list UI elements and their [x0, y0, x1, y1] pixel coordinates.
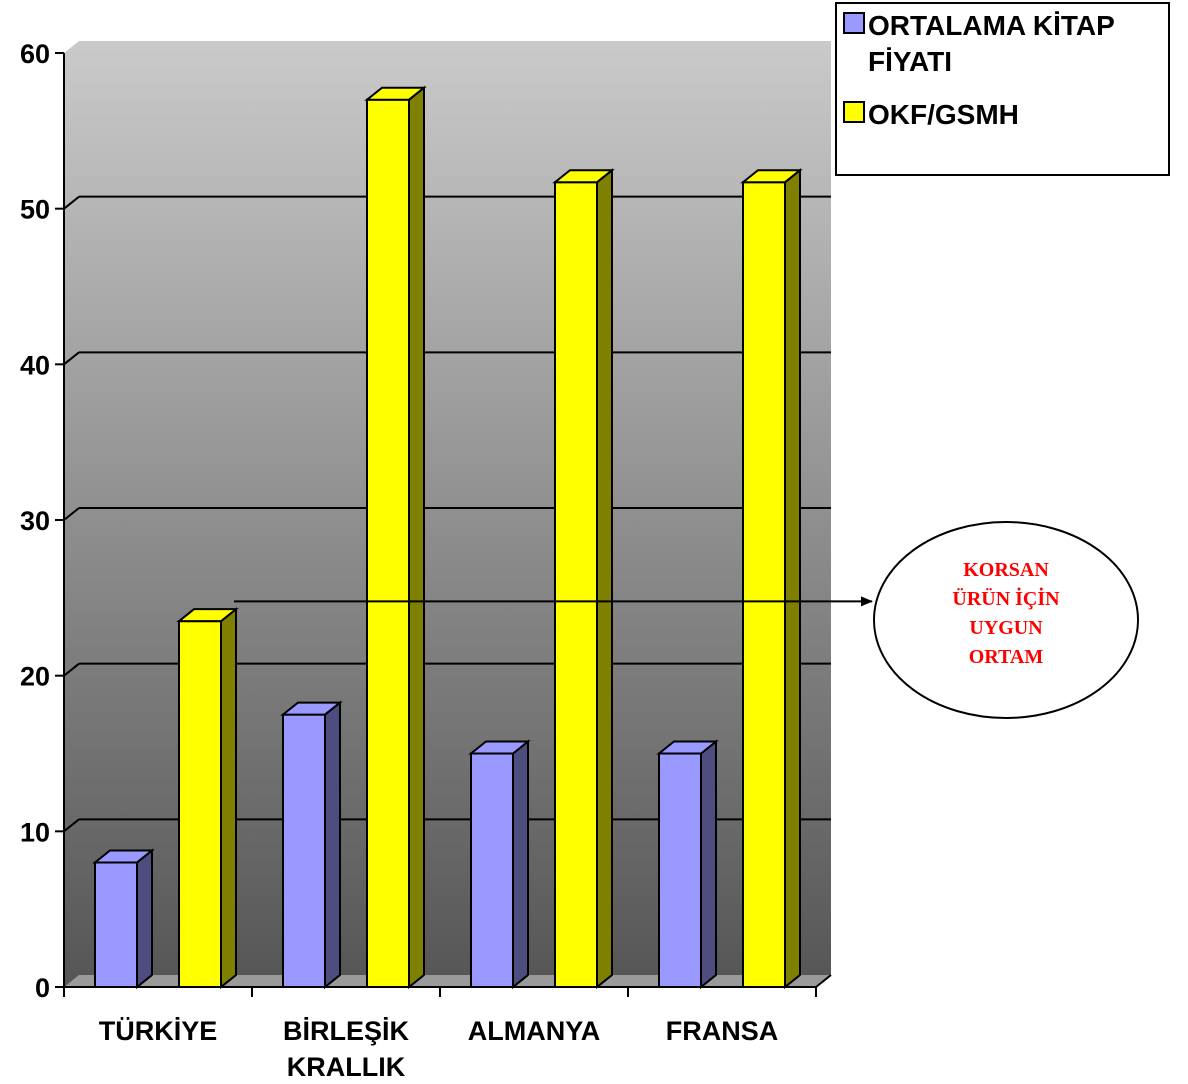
bar-side	[512, 739, 529, 990]
bar-side	[136, 848, 153, 990]
gridline-diag	[63, 662, 80, 677]
bar-top	[656, 740, 719, 755]
y-tick-label: 60	[20, 39, 50, 69]
y-tick-label: 30	[20, 506, 50, 536]
bar-side	[408, 85, 425, 990]
bar-side	[324, 700, 341, 990]
bar-front	[282, 713, 326, 988]
bar-front	[742, 181, 786, 989]
plot-wall	[64, 41, 831, 987]
legend-swatch	[843, 101, 865, 123]
bars	[92, 85, 803, 990]
bar-top	[468, 740, 531, 755]
bar-front	[554, 181, 598, 989]
bar	[656, 739, 719, 990]
bar-top	[280, 701, 343, 716]
y-tick-label: 10	[20, 817, 50, 847]
bar	[364, 85, 427, 990]
y-tick-label: 40	[20, 350, 50, 380]
annotation-text: KORSAN ÜRÜN İÇİN UYGUN ORTAM	[952, 559, 1060, 668]
legend-swatch	[843, 12, 865, 34]
bar-top	[92, 849, 155, 864]
bar-side	[700, 739, 717, 990]
annotation: KORSAN ÜRÜN İÇİN UYGUN ORTAM	[234, 521, 1139, 719]
x-axis-edge	[815, 974, 832, 988]
annotation-ellipse	[873, 521, 1139, 719]
bar-front	[178, 620, 222, 989]
legend-item[interactable]: OKF/GSMH	[843, 99, 1019, 130]
bar-top	[552, 169, 615, 184]
category-label: ALMANYA	[468, 1016, 601, 1046]
legend-item[interactable]: ORTALAMA KİTAP FİYATI	[843, 10, 1115, 77]
bar-top	[740, 169, 803, 184]
legend-label: OKF/GSMH	[868, 99, 1019, 130]
gridline-diag	[63, 195, 80, 210]
y-tick-label: 50	[20, 195, 50, 225]
bar-side	[784, 168, 801, 990]
y-tick-label: 20	[20, 662, 50, 692]
bar-front	[658, 752, 702, 988]
bar-front	[470, 752, 514, 988]
category-label: FRANSA	[666, 1016, 779, 1046]
gridline-diag	[63, 351, 80, 366]
bar	[468, 739, 531, 990]
bar	[552, 168, 615, 990]
legend[interactable]: ORTALAMA KİTAP FİYATI OKF/GSMH	[835, 2, 1170, 176]
y-tick-label: 0	[35, 973, 50, 1003]
bar-side	[596, 168, 613, 990]
bar-front	[366, 98, 410, 988]
bar	[280, 700, 343, 990]
category-label: TÜRKİYE	[99, 1016, 218, 1046]
bar	[740, 168, 803, 990]
plot-floor	[64, 975, 831, 987]
gridline-diag	[63, 507, 80, 521]
category-label: BİRLEŞİK KRALLIK	[283, 1016, 410, 1082]
bar-front	[94, 861, 138, 989]
bar	[176, 607, 239, 990]
bar-side	[220, 607, 237, 990]
bar-top	[364, 86, 427, 101]
bar-top	[176, 608, 239, 623]
legend-label: ORTALAMA KİTAP FİYATI	[868, 10, 1115, 77]
gridline-diag	[63, 818, 80, 833]
bar	[92, 848, 155, 990]
legend-box	[835, 2, 1170, 176]
